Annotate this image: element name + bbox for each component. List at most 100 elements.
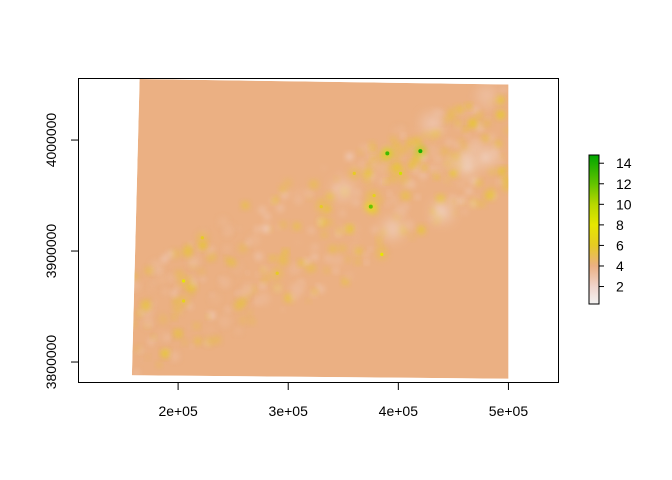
raster-speckle	[326, 192, 335, 201]
raster-speckle	[293, 222, 301, 231]
raster-speckle	[369, 247, 373, 251]
y-tick-label: 3900000	[43, 224, 59, 279]
raster-speckle	[269, 255, 276, 262]
raster-speckle	[420, 172, 427, 180]
raster-speckle	[469, 200, 477, 208]
raster-lowspot	[476, 146, 497, 167]
raster-speckle	[139, 359, 143, 363]
raster-speckle	[223, 244, 231, 253]
raster-speckle	[459, 195, 467, 203]
colorbar-tick-label: 2	[616, 279, 624, 295]
raster-speckle	[344, 256, 351, 263]
raster-speckle	[443, 159, 451, 167]
raster-speckle	[200, 276, 206, 282]
raster-hotspot	[352, 171, 356, 175]
raster-speckle	[467, 118, 478, 129]
raster-speckle	[345, 152, 354, 161]
raster-speckle	[355, 259, 361, 265]
raster-speckle	[189, 291, 195, 297]
raster-lowspot	[432, 202, 453, 223]
raster-speckle	[321, 165, 327, 170]
raster-speckle	[326, 219, 334, 226]
x-axis: 2e+05 3e+05 4e+05 5e+05	[158, 382, 529, 419]
colorbar-tick-label: 10	[616, 196, 632, 212]
raster-speckle	[204, 336, 215, 347]
raster-speckle	[465, 133, 470, 138]
raster-speckle	[338, 244, 347, 253]
raster-speckle	[198, 268, 205, 275]
raster-speckle	[260, 267, 267, 274]
raster-speckle	[465, 187, 473, 195]
x-tick-label: 5e+05	[489, 403, 529, 419]
colorbar-tick-label: 6	[616, 237, 624, 253]
raster-speckle	[352, 233, 361, 242]
raster-speckle	[247, 310, 253, 317]
raster-speckle	[213, 335, 222, 344]
raster-speckle	[294, 196, 303, 205]
raster-speckle	[481, 134, 489, 143]
raster-speckle	[236, 226, 242, 232]
raster-speckle	[234, 326, 243, 335]
raster-speckle	[209, 253, 217, 261]
raster-speckle	[309, 179, 319, 190]
raster-speckle	[409, 235, 415, 241]
raster-speckle	[434, 163, 444, 173]
raster-speckle	[359, 164, 368, 173]
colorbar-tick-label: 14	[616, 155, 632, 171]
raster-speckle	[163, 334, 171, 342]
raster-speckle	[224, 255, 229, 260]
raster-speckle	[402, 144, 411, 153]
raster-speckle	[224, 306, 232, 314]
raster-speckle	[302, 187, 312, 197]
raster-speckle	[385, 202, 391, 207]
raster-speckle	[400, 155, 405, 160]
raster-speckle	[150, 300, 156, 306]
raster-speckle	[157, 269, 162, 274]
raster-speckle	[401, 133, 406, 138]
raster-speckle	[501, 175, 509, 184]
raster-speckle	[505, 166, 509, 171]
raster-speckle	[500, 86, 508, 94]
raster-speckle	[412, 136, 422, 146]
raster-speckle	[376, 154, 384, 162]
raster-speckle	[403, 219, 415, 231]
raster-speckle	[416, 225, 426, 235]
raster-speckle	[298, 259, 305, 266]
raster-speckle	[318, 218, 324, 224]
raster-speckle	[218, 276, 224, 282]
raster-speckle	[194, 337, 202, 345]
raster-speckle	[333, 268, 339, 274]
raster-speckle	[456, 199, 461, 203]
raster-speckle	[482, 121, 489, 128]
raster-hotspots	[177, 85, 497, 307]
x-tick-label: 4e+05	[379, 403, 419, 419]
raster-speckle	[496, 110, 506, 120]
raster-speckle	[139, 310, 144, 315]
raster-speckle	[354, 247, 363, 256]
raster-speckle	[454, 110, 459, 115]
raster-speckle	[172, 305, 183, 315]
raster-speckle	[335, 227, 344, 235]
raster-speckle	[280, 307, 285, 312]
raster-speckle	[296, 279, 305, 289]
raster-speckle	[272, 196, 279, 203]
raster-speckle	[363, 252, 369, 258]
raster-speckle	[456, 105, 464, 114]
raster-speckle	[161, 255, 169, 263]
raster-speckle	[331, 254, 344, 266]
raster-speckle	[308, 227, 315, 234]
x-tick-label: 3e+05	[269, 403, 309, 419]
x-tick-label: 2e+05	[158, 403, 198, 419]
raster-speckle	[238, 243, 248, 253]
raster-speckle	[264, 213, 271, 220]
raster-speckle	[446, 179, 452, 185]
raster-speckle	[307, 196, 312, 201]
raster-speckle	[156, 362, 162, 368]
raster-speckle	[141, 299, 152, 309]
raster-speckle	[218, 315, 232, 328]
raster-speckle	[485, 191, 495, 201]
raster-speckle	[334, 176, 340, 182]
raster-speckle	[280, 190, 289, 199]
raster-speckle	[503, 127, 509, 135]
raster-speckle	[280, 221, 287, 229]
